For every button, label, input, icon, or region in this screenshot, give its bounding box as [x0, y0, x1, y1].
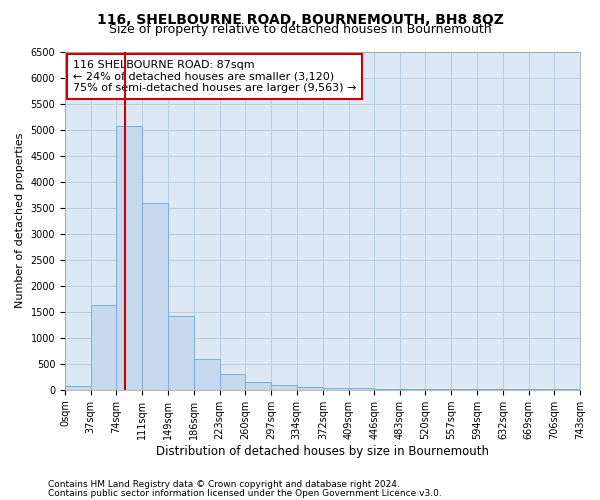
Bar [374, 388, 400, 390]
Bar [168, 316, 194, 390]
Text: 116, SHELBOURNE ROAD, BOURNEMOUTH, BH8 8QZ: 116, SHELBOURNE ROAD, BOURNEMOUTH, BH8 8… [97, 12, 503, 26]
Text: 116 SHELBOURNE ROAD: 87sqm
← 24% of detached houses are smaller (3,120)
75% of s: 116 SHELBOURNE ROAD: 87sqm ← 24% of deta… [73, 60, 356, 93]
Bar [323, 388, 349, 390]
X-axis label: Distribution of detached houses by size in Bournemouth: Distribution of detached houses by size … [156, 444, 489, 458]
Bar [400, 389, 425, 390]
Text: Size of property relative to detached houses in Bournemouth: Size of property relative to detached ho… [109, 22, 491, 36]
Y-axis label: Number of detached properties: Number of detached properties [15, 133, 25, 308]
Text: Contains HM Land Registry data © Crown copyright and database right 2024.: Contains HM Land Registry data © Crown c… [48, 480, 400, 489]
Bar [91, 306, 116, 390]
Bar [271, 385, 296, 390]
Bar [245, 382, 271, 390]
Text: Contains public sector information licensed under the Open Government Licence v3: Contains public sector information licen… [48, 488, 442, 498]
Bar [65, 386, 91, 390]
Bar [142, 204, 168, 390]
Bar [220, 374, 245, 390]
Bar [194, 358, 220, 390]
Bar [349, 388, 374, 390]
Bar [116, 126, 142, 390]
Bar [296, 387, 323, 390]
